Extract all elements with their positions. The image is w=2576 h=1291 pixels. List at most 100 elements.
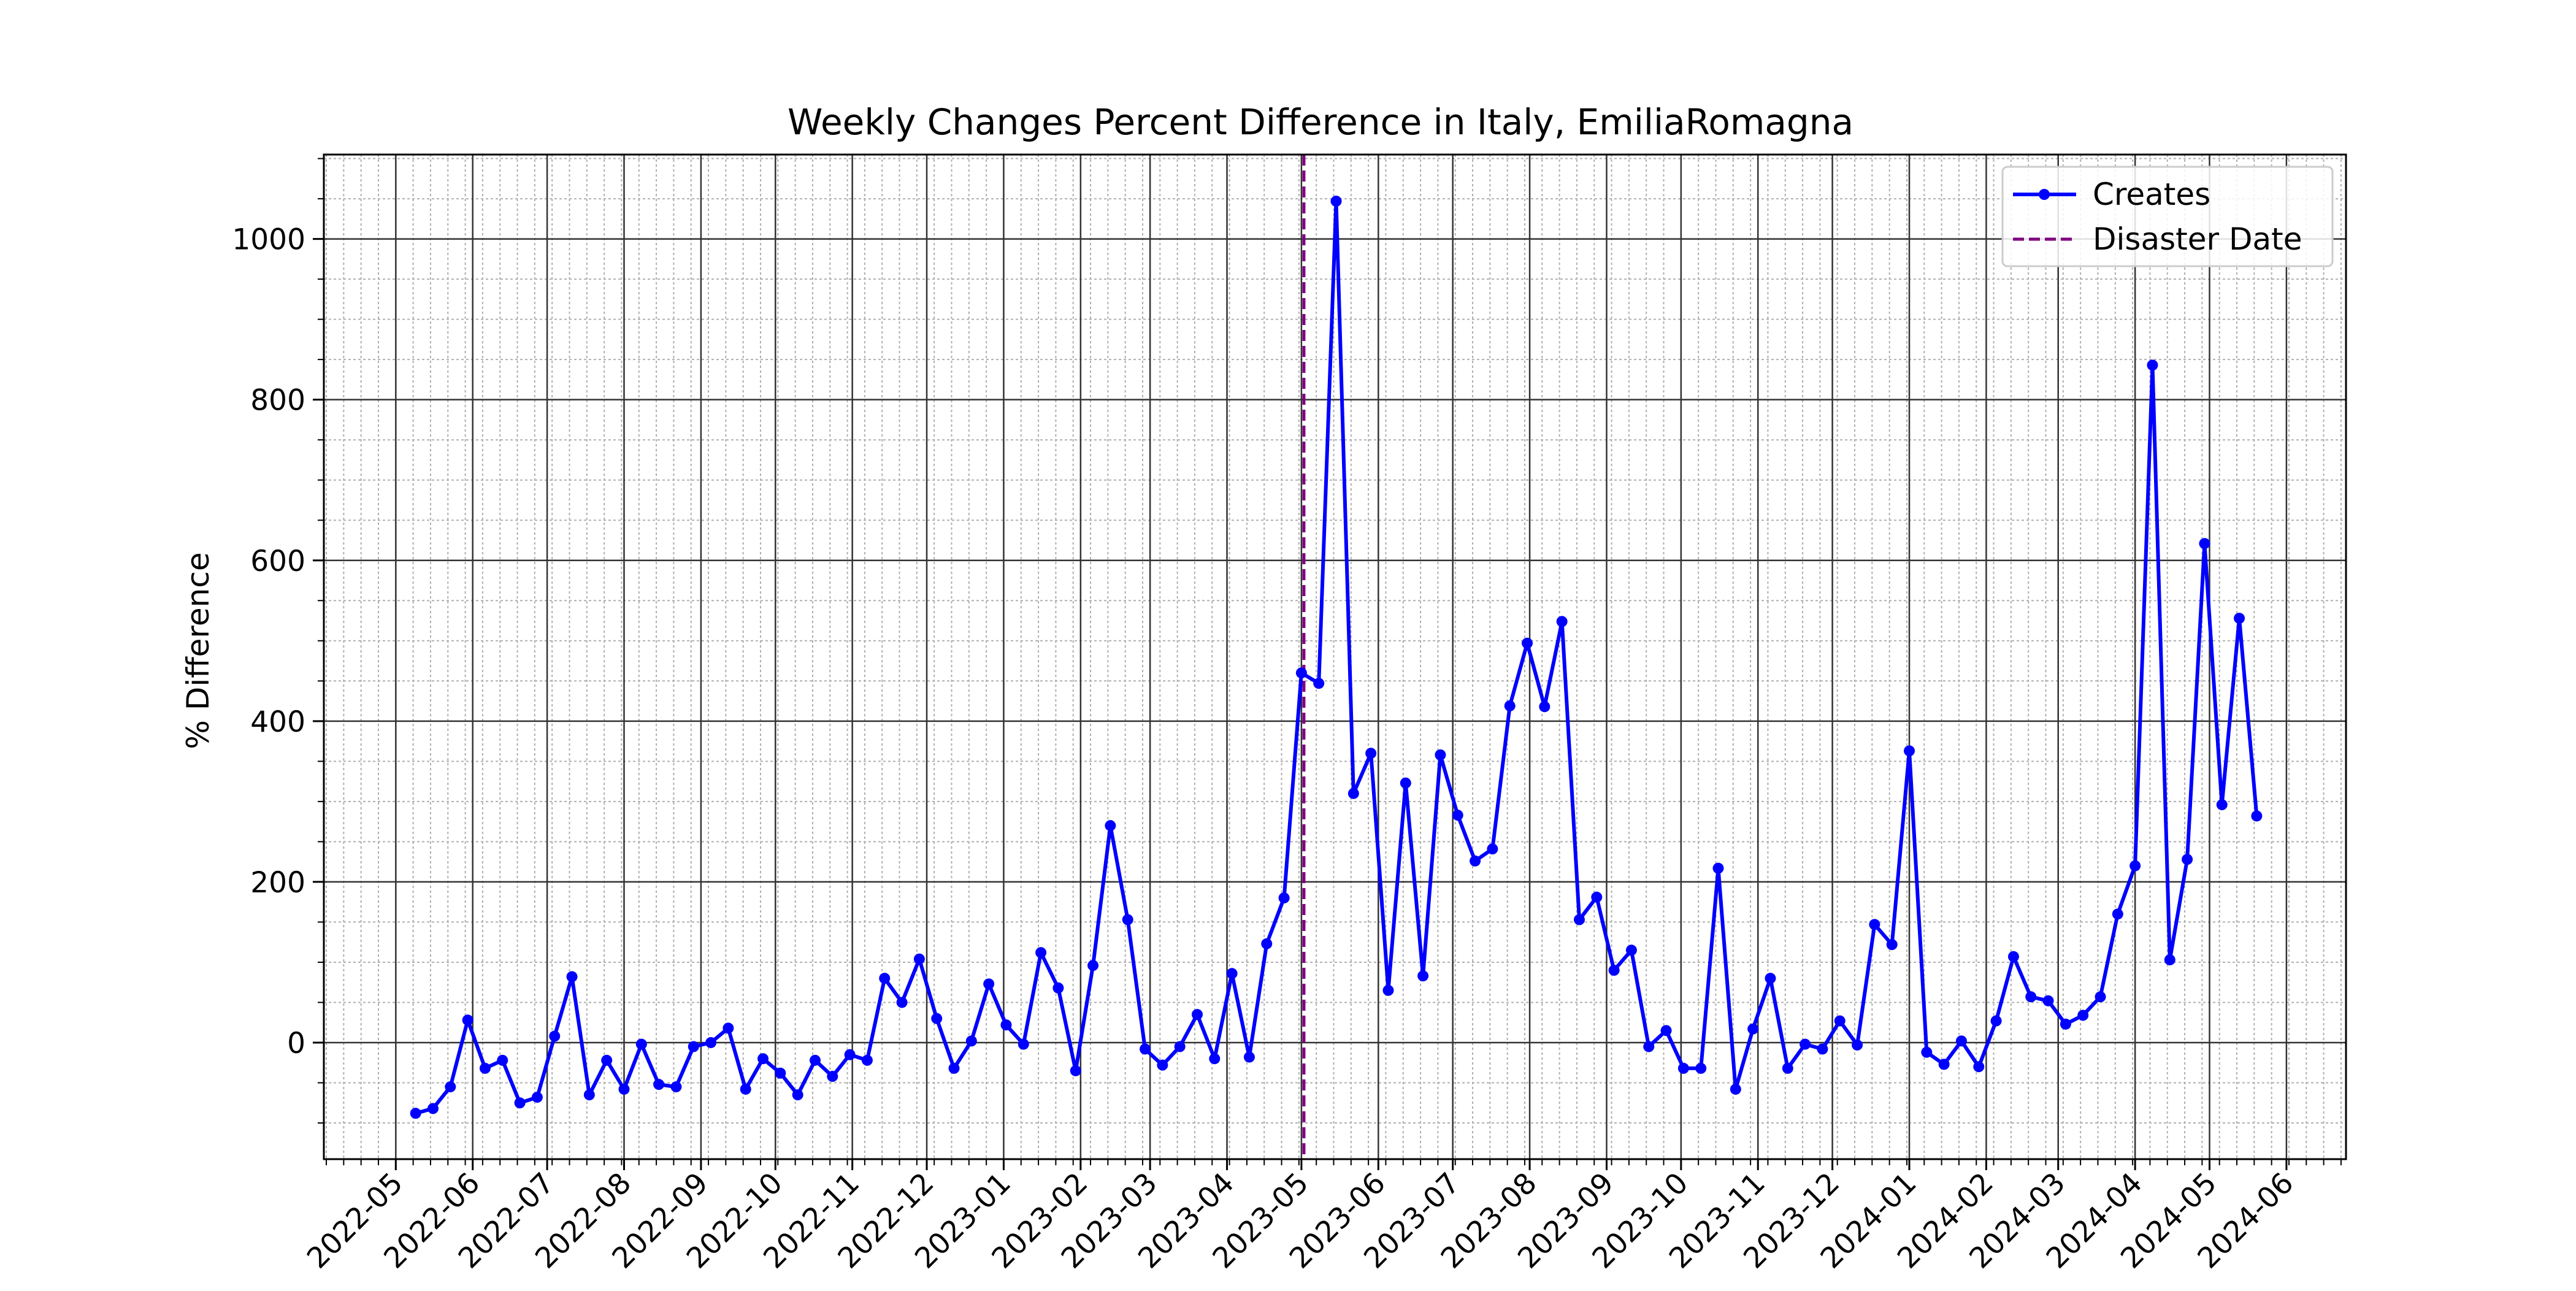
data-point [1800, 1038, 1811, 1050]
data-point [775, 1067, 786, 1079]
data-point [1955, 1035, 1967, 1047]
data-point [1782, 1062, 1793, 1074]
data-point [1382, 984, 1394, 996]
legend-label-disaster-date: Disaster Date [2093, 221, 2302, 257]
data-point [1209, 1053, 1221, 1065]
y-tick-label: 0 [287, 1027, 305, 1060]
y-tick-labels: 0 200 400 600 800 1000 [232, 223, 305, 1060]
data-point [2199, 538, 2210, 550]
data-point [1035, 947, 1047, 959]
data-point [653, 1079, 665, 1090]
data-point [1852, 1039, 1863, 1051]
data-point [896, 997, 908, 1008]
data-point [965, 1035, 977, 1047]
data-point [2147, 359, 2158, 371]
data-point [1730, 1083, 1741, 1095]
data-point [792, 1089, 803, 1101]
series-line-creates [415, 199, 2259, 1116]
data-point [1140, 1043, 1151, 1055]
legend-label-creates: Creates [2093, 177, 2210, 212]
data-point [445, 1081, 456, 1093]
data-point [566, 971, 578, 983]
legend-marker-creates [2039, 189, 2050, 200]
data-point [1747, 1023, 1759, 1035]
data-point [2025, 991, 2037, 1003]
y-tick-label: 400 [250, 705, 305, 739]
data-point [2007, 951, 2019, 962]
data-point [931, 1013, 943, 1024]
y-axis-label: % Difference [180, 552, 216, 749]
data-point [531, 1092, 543, 1103]
data-point [1191, 1009, 1203, 1021]
data-point [2042, 995, 2054, 1006]
data-point [1330, 196, 1342, 207]
data-point [1470, 855, 1481, 867]
data-point [1243, 1051, 1255, 1063]
axis-ticks [313, 158, 2342, 1170]
data-point [1938, 1059, 1950, 1070]
data-point [2077, 1009, 2089, 1021]
data-point [1990, 1015, 2002, 1027]
data-point [723, 1022, 734, 1034]
data-point [705, 1036, 717, 1048]
data-point [1313, 678, 1325, 689]
data-point [2216, 799, 2228, 811]
data-point [549, 1030, 561, 1042]
major-grid [324, 155, 2346, 1159]
data-point [1695, 1062, 1707, 1074]
data-point [1904, 745, 1915, 757]
data-point [1435, 749, 1446, 760]
y-tick-label: 800 [250, 384, 305, 418]
data-point [1070, 1065, 1081, 1076]
data-point [1018, 1038, 1029, 1050]
data-point [1886, 939, 1898, 951]
data-point [1261, 938, 1273, 949]
data-point [2129, 860, 2141, 872]
data-point [1087, 960, 1099, 971]
data-point [1226, 968, 1238, 979]
data-point [410, 1108, 421, 1119]
data-point [1417, 970, 1429, 982]
data-point [1660, 1025, 1672, 1036]
data-point [1278, 892, 1290, 904]
data-point [844, 1049, 856, 1060]
data-point [740, 1083, 751, 1095]
data-point [688, 1041, 699, 1052]
data-point [1677, 1062, 1689, 1074]
data-point [1295, 667, 1307, 679]
data-point [1556, 616, 1568, 627]
data-point [2164, 954, 2175, 966]
data-point [1765, 973, 1776, 984]
data-point [1973, 1061, 1985, 1073]
y-tick-label: 200 [250, 866, 305, 900]
data-point [2234, 613, 2245, 624]
data-point [861, 1054, 873, 1066]
y-tick-label: 600 [250, 545, 305, 578]
data-point [1522, 637, 1533, 649]
data-point [601, 1054, 613, 1066]
plot-frame [323, 153, 2347, 1160]
data-point [1921, 1046, 1933, 1058]
data-point [1365, 748, 1377, 759]
data-point [2095, 991, 2106, 1003]
data-point [1834, 1015, 1846, 1027]
data-point [1487, 843, 1498, 855]
data-point [757, 1053, 769, 1065]
data-point [1000, 1019, 1012, 1031]
data-point [1174, 1041, 1186, 1052]
data-point [1157, 1059, 1168, 1071]
data-point [2060, 1018, 2071, 1030]
data-point [1573, 914, 1585, 925]
data-point [2251, 810, 2263, 822]
data-point [948, 1062, 960, 1074]
chart-title: Weekly Changes Percent Difference in Ita… [788, 101, 1853, 143]
data-point [1712, 862, 1724, 874]
data-point [1591, 891, 1603, 903]
y-tick-label: 1000 [232, 223, 305, 257]
data-point [1643, 1041, 1655, 1052]
data-point [1625, 944, 1637, 956]
data-point [879, 973, 891, 984]
data-point [1052, 982, 1064, 994]
data-point [479, 1062, 491, 1074]
